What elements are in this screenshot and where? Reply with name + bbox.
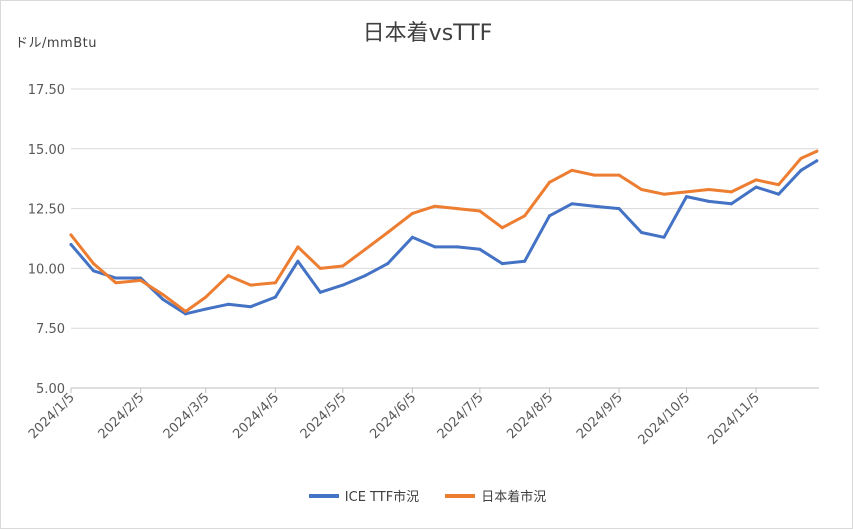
data-point bbox=[799, 156, 803, 160]
data-point bbox=[139, 276, 143, 280]
data-point bbox=[341, 264, 345, 268]
data-point bbox=[296, 259, 300, 263]
y-axis-unit-label: ドル/mmBtu bbox=[15, 36, 97, 51]
data-point bbox=[662, 235, 666, 239]
data-point bbox=[341, 283, 345, 287]
data-point bbox=[815, 159, 819, 163]
data-point bbox=[296, 245, 300, 249]
data-point bbox=[91, 262, 95, 266]
y-tick-label: 12.50 bbox=[28, 203, 65, 218]
y-tick-label: 15.00 bbox=[28, 143, 65, 158]
data-point bbox=[617, 207, 621, 211]
data-point bbox=[410, 235, 414, 239]
x-tick-label: 2024/2/5 bbox=[96, 390, 148, 442]
data-point bbox=[799, 168, 803, 172]
data-point bbox=[547, 180, 551, 184]
x-tick-label: 2024/8/5 bbox=[504, 390, 556, 442]
x-tick-label: 2024/4/5 bbox=[230, 390, 282, 442]
data-point bbox=[729, 202, 733, 206]
data-point bbox=[386, 262, 390, 266]
data-point bbox=[455, 207, 459, 211]
data-point bbox=[754, 185, 758, 189]
legend: ICE TTF市況 日本着市況 bbox=[1, 486, 853, 505]
data-point bbox=[226, 274, 230, 278]
data-point bbox=[226, 302, 230, 306]
data-point bbox=[204, 295, 208, 299]
legend-label-ttf: ICE TTF市況 bbox=[344, 490, 420, 505]
data-point bbox=[114, 276, 118, 280]
data-point bbox=[69, 242, 73, 246]
data-point bbox=[592, 173, 596, 177]
x-tick-label: 2024/9/5 bbox=[574, 390, 626, 442]
data-point bbox=[318, 290, 322, 294]
data-point bbox=[570, 168, 574, 172]
y-tick-label: 7.50 bbox=[36, 322, 65, 337]
data-point bbox=[592, 204, 596, 208]
data-point bbox=[684, 190, 688, 194]
data-point bbox=[684, 195, 688, 199]
y-tick-label: 5.00 bbox=[36, 382, 65, 397]
data-point bbox=[114, 281, 118, 285]
data-point bbox=[249, 283, 253, 287]
data-point bbox=[455, 245, 459, 249]
data-point bbox=[500, 226, 504, 230]
data-point bbox=[777, 192, 781, 196]
x-tick-label: 2024/11/5 bbox=[705, 390, 763, 448]
data-point bbox=[640, 231, 644, 235]
data-point bbox=[570, 202, 574, 206]
data-point bbox=[139, 278, 143, 282]
data-point bbox=[523, 214, 527, 218]
legend-label-japan: 日本着市況 bbox=[481, 490, 547, 505]
data-point bbox=[91, 269, 95, 273]
data-point bbox=[184, 309, 188, 313]
data-point bbox=[273, 281, 277, 285]
data-point bbox=[815, 149, 819, 153]
data-point bbox=[707, 199, 711, 203]
data-point bbox=[500, 262, 504, 266]
series-line-0 bbox=[69, 159, 819, 316]
data-point bbox=[161, 293, 165, 297]
data-point bbox=[318, 266, 322, 270]
x-tick-label: 2024/6/5 bbox=[367, 390, 419, 442]
data-point bbox=[729, 190, 733, 194]
data-point bbox=[707, 187, 711, 191]
data-point bbox=[547, 214, 551, 218]
data-point bbox=[386, 231, 390, 235]
data-point bbox=[433, 204, 437, 208]
y-tick-label: 17.50 bbox=[28, 83, 65, 98]
data-point bbox=[777, 183, 781, 187]
data-point bbox=[617, 173, 621, 177]
chart-title: 日本着vsTTF bbox=[362, 21, 493, 46]
y-tick-label: 10.00 bbox=[28, 262, 65, 277]
data-point bbox=[161, 297, 165, 301]
data-point bbox=[184, 312, 188, 316]
x-tick-label: 2024/3/5 bbox=[161, 390, 213, 442]
legend-item-ttf: ICE TTF市況 bbox=[308, 486, 420, 505]
data-point bbox=[433, 245, 437, 249]
data-point bbox=[249, 305, 253, 309]
data-point bbox=[273, 295, 277, 299]
x-tick-label: 2024/5/5 bbox=[298, 390, 350, 442]
data-point bbox=[204, 307, 208, 311]
series-line-1 bbox=[69, 149, 819, 313]
data-point bbox=[523, 259, 527, 263]
data-point bbox=[478, 247, 482, 251]
data-point bbox=[363, 274, 367, 278]
data-point bbox=[478, 209, 482, 213]
x-tick-label: 2024/1/5 bbox=[26, 390, 78, 442]
data-point bbox=[662, 192, 666, 196]
data-point bbox=[69, 233, 73, 237]
legend-item-japan: 日本着市況 bbox=[445, 486, 546, 505]
x-tick-label: 2024/7/5 bbox=[435, 390, 487, 442]
legend-swatch-japan bbox=[445, 493, 476, 498]
data-point bbox=[754, 178, 758, 182]
legend-swatch-ttf bbox=[308, 493, 339, 498]
data-point bbox=[363, 247, 367, 251]
data-point bbox=[640, 187, 644, 191]
x-tick-label: 2024/10/5 bbox=[636, 390, 694, 448]
data-point bbox=[410, 211, 414, 215]
